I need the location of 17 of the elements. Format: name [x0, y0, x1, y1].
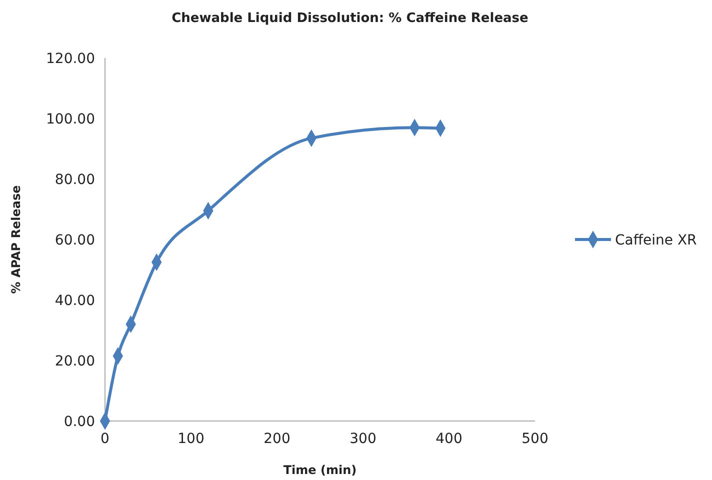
x-tick-label: 100: [178, 431, 204, 447]
y-tick-label: 0.00: [64, 414, 95, 430]
y-tick-label: 60.00: [54, 232, 95, 248]
y-tick-label: 120.00: [46, 50, 95, 67]
y-tick-label: 40.00: [54, 292, 95, 309]
x-tick-label: 400: [436, 431, 462, 447]
y-axis-title: % APAP Release: [9, 185, 23, 294]
x-tick-label: 200: [264, 431, 290, 447]
x-tick-label: 0: [100, 431, 110, 447]
x-axis-title: Time (min): [283, 463, 357, 477]
y-tick-label: 80.00: [54, 172, 95, 188]
x-tick-label: 500: [522, 431, 548, 447]
legend-label: Caffeine XR: [615, 232, 698, 248]
chart-title: Chewable Liquid Dissolution: % Caffeine Release: [172, 11, 529, 26]
x-tick-label: 300: [350, 431, 376, 447]
y-tick-label: 100.00: [46, 111, 95, 128]
y-tick-label: 20.00: [54, 353, 95, 370]
